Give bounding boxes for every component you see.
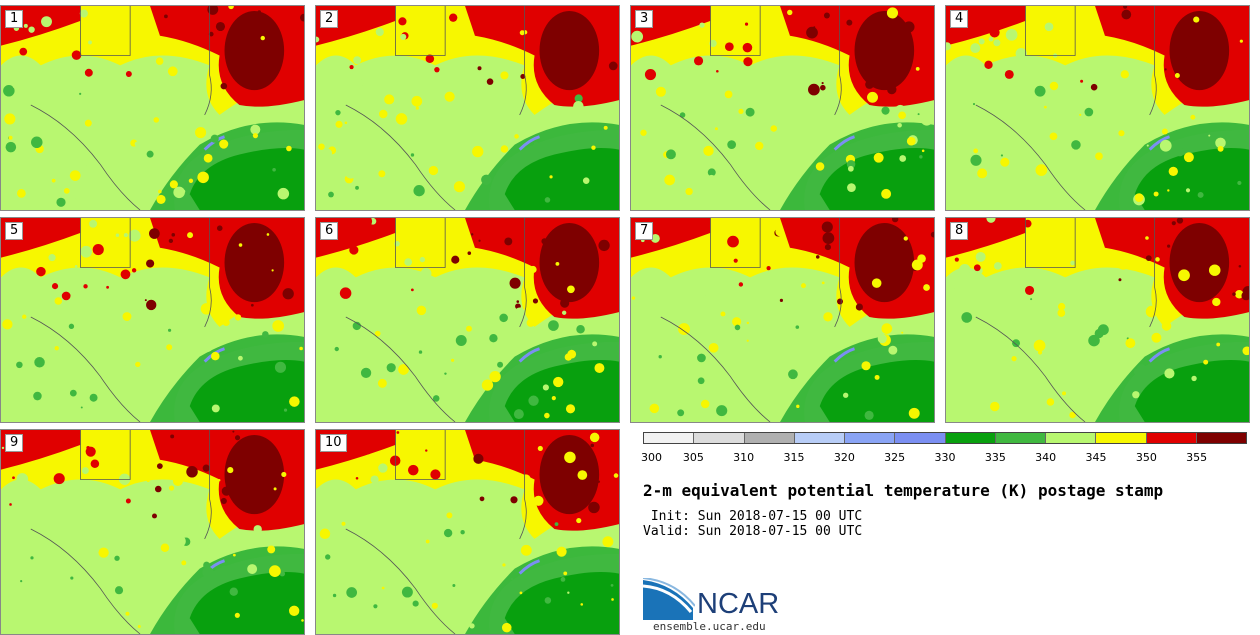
colorbar-tick-label: 315 bbox=[783, 451, 805, 464]
ncar-swoosh-icon bbox=[643, 578, 695, 620]
colorbar-segment bbox=[644, 433, 695, 443]
colorbar-tick-label: 345 bbox=[1085, 451, 1107, 464]
colorbar-tick-label: 350 bbox=[1135, 451, 1157, 464]
panel-number: 7 bbox=[635, 222, 654, 240]
map-panel-6[interactable]: 6 bbox=[315, 217, 620, 423]
colorbar-tick-label: 330 bbox=[934, 451, 956, 464]
map-panel-10[interactable]: 10 bbox=[315, 429, 620, 635]
colorbar-tick-label: 355 bbox=[1186, 451, 1208, 464]
colorbar-tick-label: 305 bbox=[682, 451, 704, 464]
panel-number: 4 bbox=[950, 10, 969, 28]
colorbar-segment bbox=[945, 433, 996, 443]
colorbar-segment bbox=[694, 433, 745, 443]
map-panel-1[interactable]: 1 bbox=[0, 5, 305, 211]
map-panel-8[interactable]: 8 bbox=[945, 217, 1250, 423]
colorbar-tick-label: 300 bbox=[641, 451, 662, 464]
colorbar-segment bbox=[1096, 433, 1147, 443]
colorbar-segment bbox=[845, 433, 896, 443]
colorbar-segment bbox=[995, 433, 1046, 443]
colorbar-segment bbox=[1196, 433, 1246, 443]
ncar-logo: NCAR bbox=[643, 578, 793, 622]
panel-number: 5 bbox=[5, 222, 24, 240]
panel-number: 9 bbox=[5, 434, 24, 452]
panel-number: 3 bbox=[635, 10, 654, 28]
panel-number: 6 bbox=[320, 222, 339, 240]
init-time: Init: Sun 2018-07-15 00 UTC bbox=[643, 509, 863, 524]
panel-number: 2 bbox=[320, 10, 339, 28]
valid-time: Valid: Sun 2018-07-15 00 UTC bbox=[643, 524, 863, 539]
panel-number: 8 bbox=[950, 222, 969, 240]
colorbar-segment bbox=[1146, 433, 1197, 443]
colorbar-segment bbox=[895, 433, 946, 443]
map-panel-3[interactable]: 3 bbox=[630, 5, 935, 211]
map-panel-4[interactable]: 4 bbox=[945, 5, 1250, 211]
ncar-logo-text: NCAR bbox=[697, 588, 780, 620]
colorbar-tick-label: 320 bbox=[833, 451, 855, 464]
map-panel-5[interactable]: 5 bbox=[0, 217, 305, 423]
colorbar bbox=[643, 432, 1247, 444]
map-panel-9[interactable]: 9 bbox=[0, 429, 305, 635]
panel-number: 10 bbox=[320, 434, 347, 452]
colorbar-segment bbox=[1046, 433, 1097, 443]
map-panel-2[interactable]: 2 bbox=[315, 5, 620, 211]
logo-url[interactable]: ensemble.ucar.edu bbox=[653, 620, 766, 633]
colorbar-tick-label: 310 bbox=[733, 451, 755, 464]
colorbar-ticks: 300 305 310 315 320 325 330 335 340 345 350 355 bbox=[641, 451, 1247, 465]
colorbar-segment bbox=[794, 433, 845, 443]
colorbar-tick-label: 340 bbox=[1035, 451, 1057, 464]
colorbar-segment bbox=[744, 433, 795, 443]
colorbar-tick-label: 335 bbox=[984, 451, 1006, 464]
map-title: 2-m equivalent potential temperature (K)… bbox=[643, 481, 1164, 500]
map-panel-7[interactable]: 7 bbox=[630, 217, 935, 423]
colorbar-tick-label: 325 bbox=[884, 451, 906, 464]
panel-number: 1 bbox=[5, 10, 24, 28]
